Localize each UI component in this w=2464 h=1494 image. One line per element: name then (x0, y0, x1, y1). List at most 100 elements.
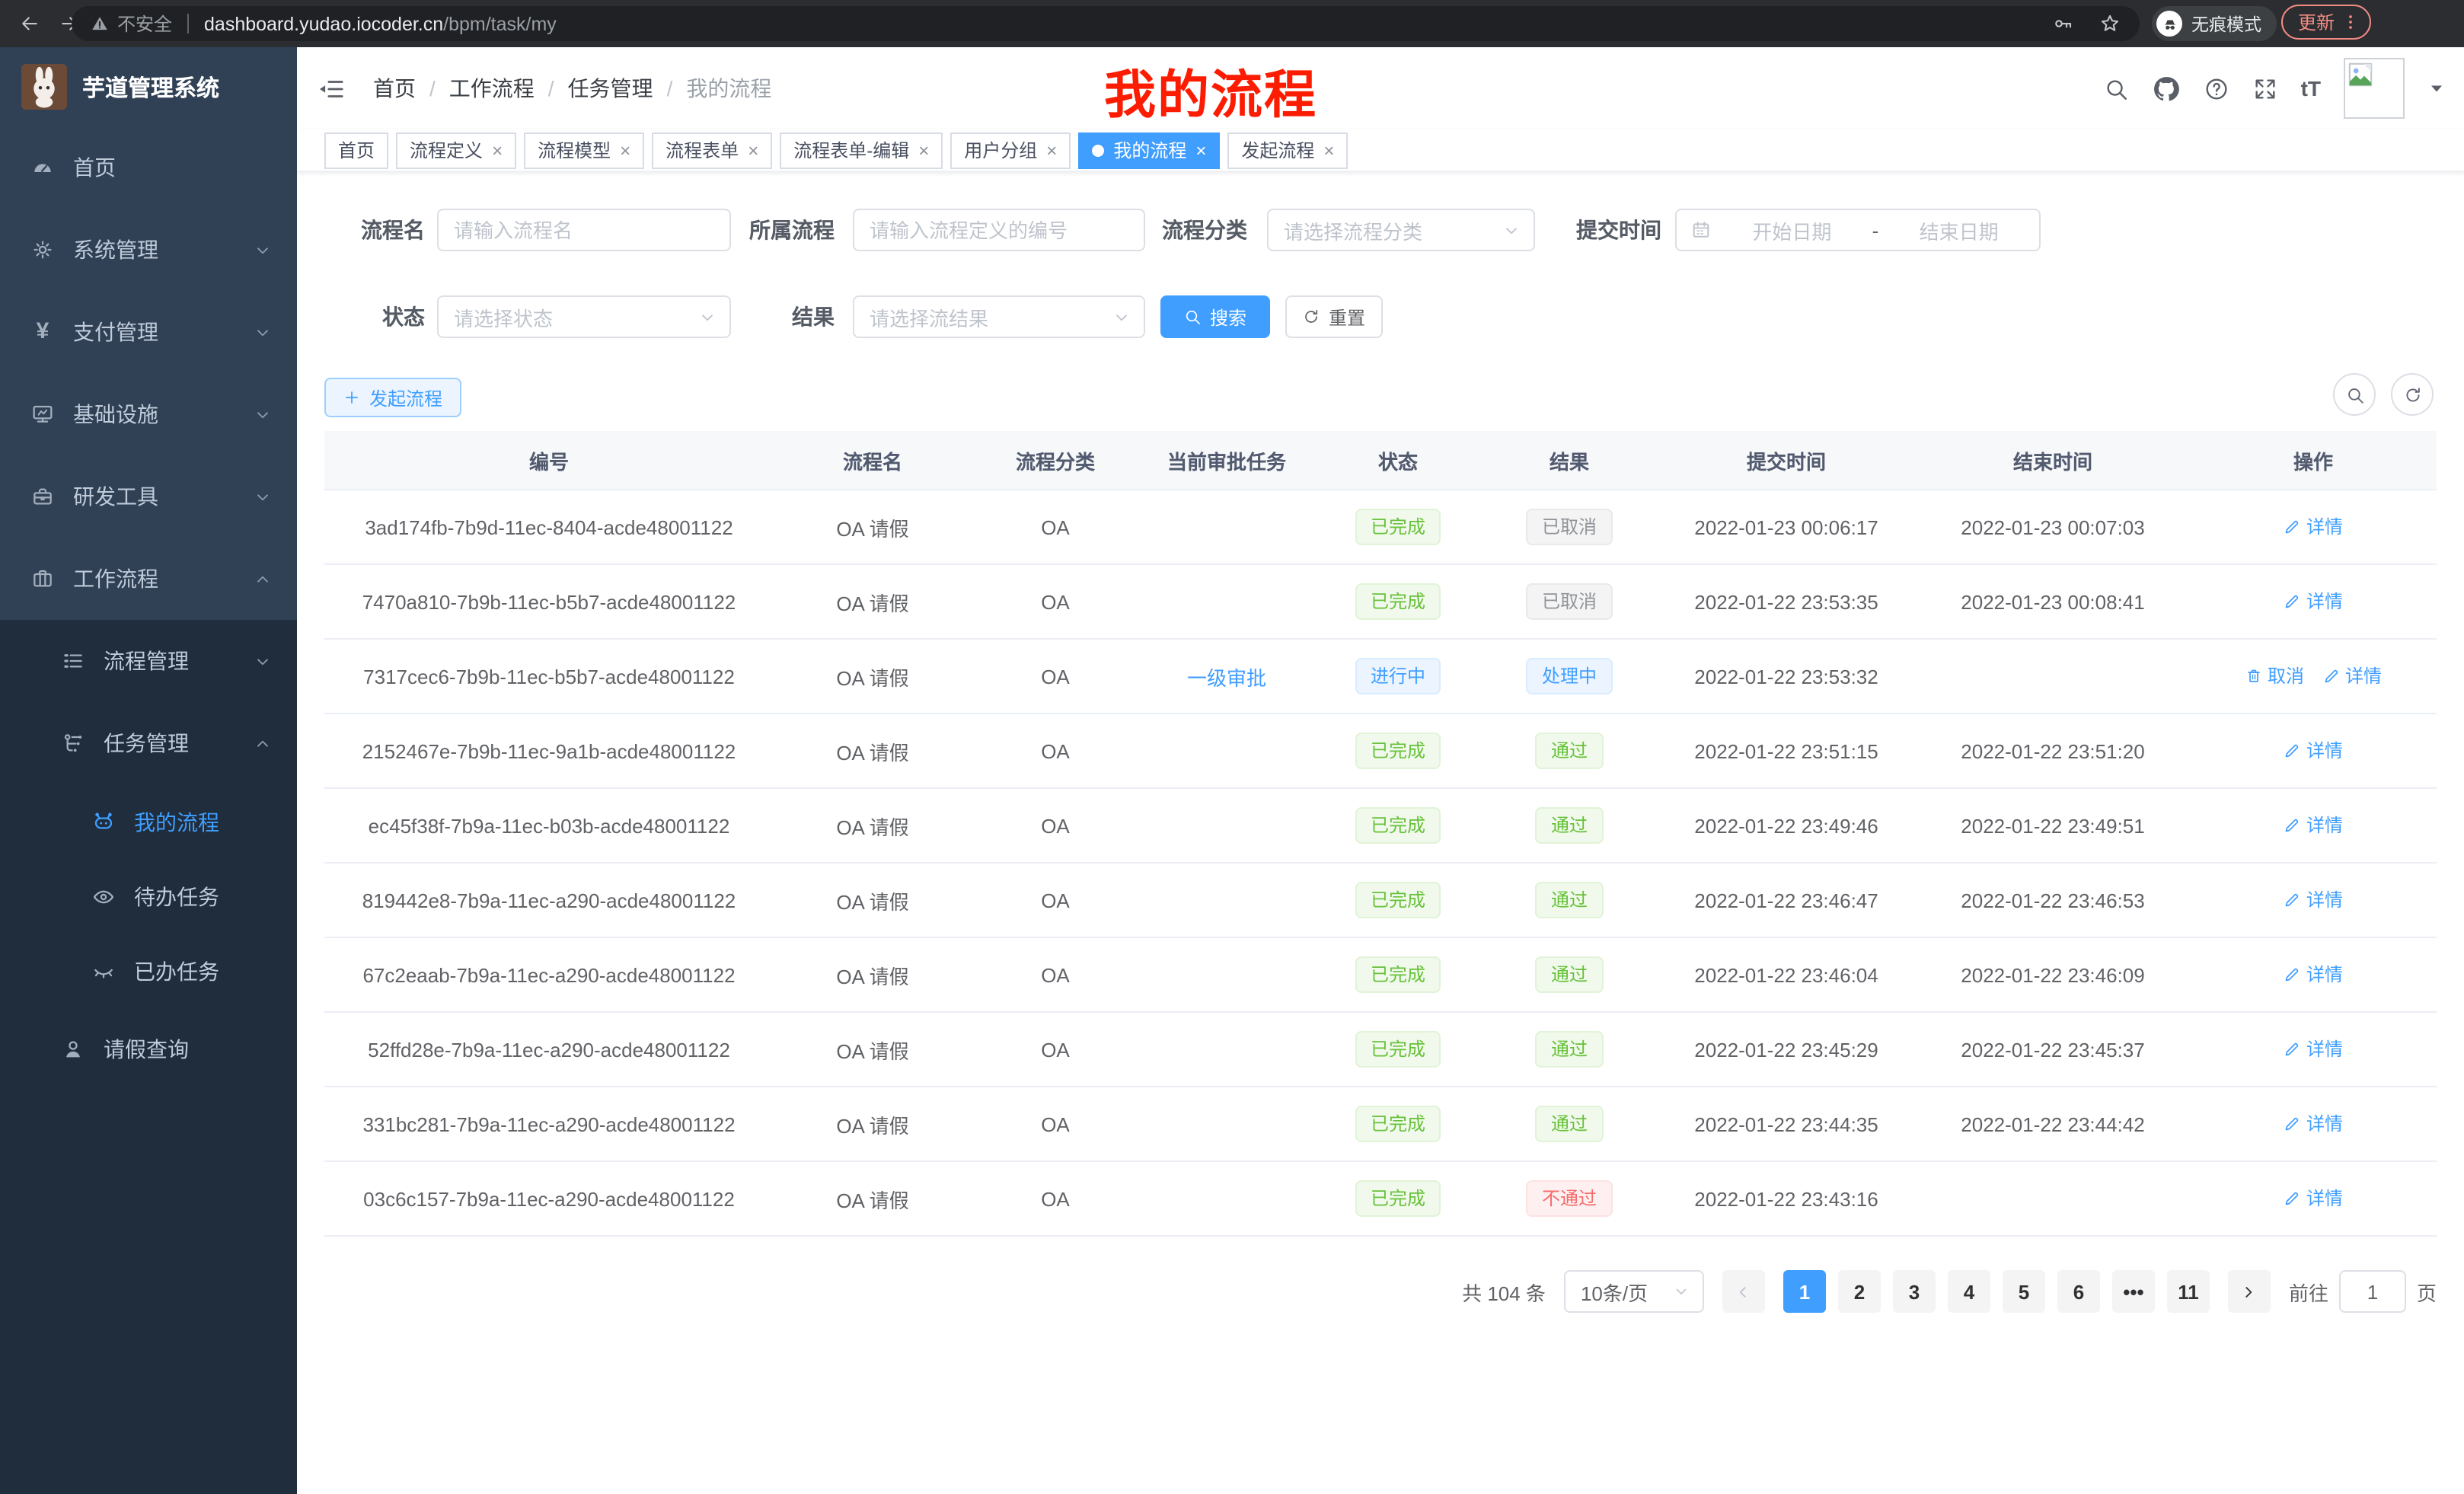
page-button-6[interactable]: 6 (2057, 1270, 2100, 1313)
detail-action-link[interactable]: 详情 (2284, 812, 2343, 838)
table-refresh-button[interactable] (2391, 373, 2434, 416)
sidebar-item-payment[interactable]: ¥支付管理 (0, 291, 297, 373)
close-icon[interactable]: × (1323, 141, 1334, 159)
sidebar-item-workflow[interactable]: 工作流程 (0, 538, 297, 620)
page-button-5[interactable]: 5 (2003, 1270, 2045, 1313)
prev-page-button[interactable] (1722, 1270, 1765, 1313)
back-icon[interactable] (9, 4, 49, 43)
detail-action-link[interactable]: 详情 (2284, 887, 2343, 913)
sidebar-item-system[interactable]: 系统管理 (0, 209, 297, 291)
star-icon (2099, 12, 2121, 35)
tab-home[interactable]: 首页 (324, 132, 388, 168)
status-badge: 已完成 (1355, 1106, 1441, 1142)
close-icon[interactable]: × (620, 141, 630, 159)
chevron-down-icon (253, 322, 273, 342)
cancel-action-link[interactable]: 取消 (2245, 663, 2304, 689)
sidebar-item-infrastructure[interactable]: 基础设施 (0, 373, 297, 455)
process-name-input[interactable] (439, 219, 729, 241)
submit-time-range-picker[interactable]: 开始日期 - 结束日期 (1675, 209, 2041, 251)
breadcrumb-item[interactable]: 工作流程 (449, 73, 535, 104)
browser-update-button[interactable]: 更新 (2281, 5, 2371, 40)
reset-button[interactable]: 重置 (1285, 295, 1383, 338)
site-security-chip[interactable]: 不安全 (90, 11, 172, 37)
status-select[interactable]: 请选择状态 (437, 295, 731, 338)
star-icon[interactable] (2099, 12, 2121, 35)
incognito-badge: 无痕模式 (2152, 6, 2277, 41)
search-icon[interactable] (2103, 75, 2129, 101)
detail-action-link[interactable]: 详情 (2322, 663, 2382, 689)
close-icon[interactable]: × (492, 141, 503, 159)
process-definition-input[interactable] (854, 219, 1144, 241)
browser-toolbar: 不安全 dashboard.yudao.iocoder.cn/bpm/task/… (0, 0, 2464, 47)
close-icon[interactable]: × (748, 141, 758, 159)
cell-end-time: 2022-01-22 23:51:20 (1916, 739, 2190, 762)
page-button-3[interactable]: 3 (1893, 1270, 1936, 1313)
sidebar-item-leave-query[interactable]: 请假查询 (0, 1008, 297, 1090)
cell-process-name: OA 请假 (774, 587, 972, 616)
cell-process-id: 7470a810-7b9b-11ec-b5b7-acde48001122 (324, 590, 774, 613)
close-icon[interactable]: × (1195, 141, 1206, 159)
result-badge: 已取消 (1527, 583, 1612, 620)
sidebar-item-my-process[interactable]: 我的流程 (0, 784, 297, 859)
detail-action-link[interactable]: 详情 (2284, 1186, 2343, 1211)
avatar[interactable] (2344, 58, 2405, 119)
more-vert-icon[interactable] (2341, 12, 2360, 32)
date-separator: - (1872, 219, 1879, 241)
detail-action-link[interactable]: 详情 (2284, 589, 2343, 615)
page-ellipsis[interactable]: ••• (2112, 1270, 2155, 1313)
page-button-4[interactable]: 4 (1948, 1270, 1990, 1313)
detail-action-link[interactable]: 详情 (2284, 962, 2343, 988)
detail-action-link[interactable]: 详情 (2284, 1036, 2343, 1062)
breadcrumb-item[interactable]: 任务管理 (568, 73, 653, 104)
page-button-2[interactable]: 2 (1838, 1270, 1881, 1313)
tab-process-form-edit[interactable]: 流程表单-编辑× (780, 132, 943, 168)
cell-process-name: OA 请假 (774, 1035, 972, 1064)
caret-down-icon[interactable] (2427, 79, 2446, 97)
breadcrumb-item[interactable]: 首页 (373, 73, 416, 104)
help-icon[interactable] (2204, 75, 2229, 101)
sidebar-menu: 首页系统管理¥支付管理基础设施研发工具工作流程 (0, 126, 297, 620)
detail-action-link[interactable]: 详情 (2284, 514, 2343, 540)
sidebar-item-task-mgmt[interactable]: 任务管理 (0, 702, 297, 784)
page-button-11[interactable]: 11 (2167, 1270, 2210, 1313)
category-select[interactable]: 请选择流程分类 (1267, 209, 1535, 251)
next-page-button[interactable] (2228, 1270, 2271, 1313)
sidebar-item-process-mgmt[interactable]: 流程管理 (0, 620, 297, 702)
sidebar-item-devtools[interactable]: 研发工具 (0, 455, 297, 538)
create-process-button[interactable]: 发起流程 (324, 378, 461, 417)
sidebar-item-done-tasks[interactable]: 已办任务 (0, 934, 297, 1008)
close-icon[interactable]: × (918, 141, 929, 159)
github-icon[interactable] (2152, 74, 2181, 103)
fullscreen-icon[interactable] (2252, 75, 2278, 101)
sidebar-item-label: 流程管理 (104, 646, 189, 676)
edit-icon (2284, 592, 2302, 611)
key-icon[interactable] (2051, 12, 2074, 35)
tab-process-model[interactable]: 流程模型× (524, 132, 644, 168)
tab-user-group[interactable]: 用户分组× (950, 132, 1071, 168)
cell-process-name: OA 请假 (774, 512, 972, 541)
sidebar-item-home[interactable]: 首页 (0, 126, 297, 209)
detail-action-link[interactable]: 详情 (2284, 1111, 2343, 1137)
detail-action-link[interactable]: 详情 (2284, 738, 2343, 764)
result-select[interactable]: 请选择流结果 (853, 295, 1145, 338)
key-icon (2051, 12, 2074, 35)
result-badge: 已取消 (1527, 509, 1612, 545)
sidebar-item-todo-tasks[interactable]: 待办任务 (0, 859, 297, 934)
page-size-select[interactable]: 10条/页 (1564, 1270, 1704, 1313)
chevron-down-icon (1672, 1282, 1690, 1301)
search-button[interactable]: 搜索 (1160, 295, 1270, 338)
tab-start-process[interactable]: 发起流程× (1227, 132, 1348, 168)
cell-category: OA (972, 665, 1139, 688)
tab-process-form[interactable]: 流程表单× (652, 132, 772, 168)
tab-my-process[interactable]: 我的流程× (1078, 132, 1220, 168)
page-button-1[interactable]: 1 (1783, 1270, 1826, 1313)
table-search-toggle-button[interactable] (2333, 373, 2376, 416)
fontsize-icon[interactable]: tT (2301, 76, 2321, 101)
address-bar[interactable]: 不安全 dashboard.yudao.iocoder.cn/bpm/task/… (72, 6, 2140, 41)
goto-page-input[interactable] (2339, 1270, 2406, 1313)
close-icon[interactable]: × (1046, 141, 1057, 159)
tab-process-definition[interactable]: 流程定义× (396, 132, 516, 168)
fold-icon[interactable] (315, 73, 346, 104)
chevron-right-icon (2239, 1282, 2259, 1301)
current-task-link[interactable]: 一级审批 (1187, 666, 1266, 689)
